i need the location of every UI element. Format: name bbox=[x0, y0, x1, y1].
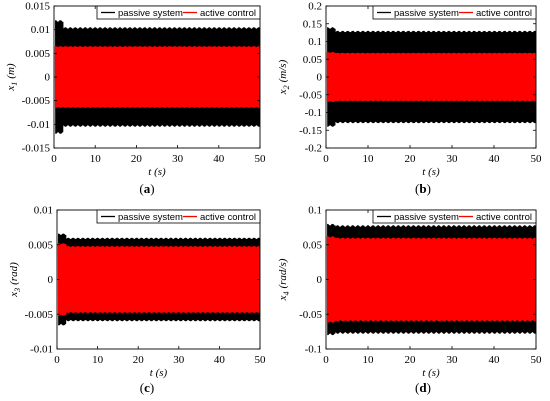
legend-entry: active control bbox=[476, 8, 532, 19]
x-tick-label: 20 bbox=[131, 153, 143, 165]
x-axis-label: t (s) bbox=[422, 367, 440, 379]
y-tick-label: 0 bbox=[317, 274, 323, 286]
y-tick-label: 0.1 bbox=[308, 36, 322, 48]
x-tick-label: 20 bbox=[133, 354, 145, 366]
y-axis-label: x4(rad/s) bbox=[277, 258, 291, 301]
series-line-active-control bbox=[326, 236, 536, 323]
y-tick-label: 0.005 bbox=[28, 239, 53, 251]
x-tick-label: 50 bbox=[531, 354, 543, 366]
chart-panel-2: 0 10 20 30 40 50 0.2 0.15 0.1 0.05 0 -0.05 -0.1 -0.15… bbox=[277, 1, 542, 197]
legend-entry: passive system bbox=[394, 8, 459, 19]
series-line-active-control bbox=[57, 243, 260, 316]
y-tick-label: -0.015 bbox=[22, 143, 51, 155]
x-axis-label: t (s) bbox=[148, 166, 166, 178]
legend-entry: active control bbox=[200, 212, 256, 223]
x-tick-label: 0 bbox=[54, 354, 60, 366]
y-tick-label: 0.05 bbox=[303, 54, 323, 66]
x-tick-label: 30 bbox=[447, 354, 459, 366]
legend-entry: active control bbox=[200, 8, 256, 19]
y-axis-label: x1(m) bbox=[5, 63, 19, 91]
x-axis-label: t (s) bbox=[422, 166, 440, 178]
x-tick-label: 0 bbox=[323, 153, 329, 165]
legend-entry: active control bbox=[476, 212, 532, 223]
y-tick-label: -0.01 bbox=[30, 344, 53, 356]
x-tick-label: 10 bbox=[90, 153, 102, 165]
x-tick-label: 50 bbox=[531, 153, 543, 165]
x-tick-label: 0 bbox=[51, 153, 57, 165]
x-tick-label: 30 bbox=[173, 354, 185, 366]
x-tick-label: 10 bbox=[92, 354, 104, 366]
y-tick-label: 0.1 bbox=[308, 205, 322, 217]
y-tick-label: -0.005 bbox=[22, 95, 51, 107]
x-tick-label: 50 bbox=[255, 153, 267, 165]
y-tick-label: 0 bbox=[48, 274, 54, 286]
legend-entry: passive system bbox=[118, 212, 183, 223]
panel-label: (c) bbox=[140, 380, 154, 395]
y-tick-label: -0.05 bbox=[299, 89, 322, 101]
legend: passive system active control bbox=[372, 5, 537, 20]
y-tick-label: -0.1 bbox=[305, 344, 322, 356]
x-tick-label: 30 bbox=[172, 153, 184, 165]
chart-panel-3: 0 10 20 30 40 50 0.01 0.005 0 -0.005 -0.01 t (s) x3(… bbox=[8, 205, 266, 396]
panel-label: (a) bbox=[139, 181, 154, 196]
panel-label: (d) bbox=[415, 380, 431, 395]
x-tick-label: 40 bbox=[213, 153, 225, 165]
y-tick-label: -0.1 bbox=[305, 107, 322, 119]
legend-entry: passive system bbox=[118, 8, 183, 19]
legend-entry: passive system bbox=[394, 212, 459, 223]
x-tick-label: 40 bbox=[489, 153, 501, 165]
y-axis-label: x3(rad) bbox=[8, 262, 22, 298]
series-line-active-control bbox=[326, 52, 536, 102]
x-tick-label: 0 bbox=[323, 354, 329, 366]
x-tick-label: 40 bbox=[489, 354, 501, 366]
panel-label: (b) bbox=[415, 181, 431, 196]
y-tick-label: -0.01 bbox=[27, 119, 50, 131]
legend: passive system active control bbox=[96, 5, 261, 20]
y-tick-label: 0 bbox=[45, 72, 51, 84]
y-tick-label: 0.01 bbox=[34, 205, 53, 217]
x-axis-label: t (s) bbox=[150, 367, 168, 379]
x-tick-label: 50 bbox=[255, 354, 267, 366]
y-tick-label: -0.2 bbox=[305, 143, 322, 155]
y-axis-label: x2(m/s) bbox=[277, 59, 291, 95]
x-tick-label: 40 bbox=[214, 354, 226, 366]
y-tick-label: -0.005 bbox=[25, 309, 54, 321]
x-tick-label: 20 bbox=[405, 354, 417, 366]
y-tick-label: 0 bbox=[317, 72, 323, 84]
y-tick-label: -0.05 bbox=[299, 309, 322, 321]
y-tick-label: 0.01 bbox=[31, 24, 50, 36]
y-tick-label: 0.005 bbox=[25, 48, 50, 60]
y-tick-label: 0.015 bbox=[25, 1, 50, 13]
legend: passive system active control bbox=[96, 209, 261, 224]
chart-panel-4: 0 10 20 30 40 50 0.1 0.05 0 -0.05 -0.1 t (s) x4(rad/… bbox=[277, 205, 542, 396]
series-line-active-control bbox=[54, 46, 260, 108]
y-tick-label: 0.15 bbox=[303, 18, 323, 30]
y-tick-label: -0.15 bbox=[299, 125, 322, 137]
x-tick-label: 10 bbox=[363, 354, 375, 366]
x-tick-label: 30 bbox=[447, 153, 459, 165]
chart-panel-1: 0 10 20 30 40 50 0.015 0.01 0.005 0 -0.005 -0.01 -0.… bbox=[5, 1, 266, 197]
y-tick-label: 0.05 bbox=[303, 239, 323, 251]
legend: passive system active control bbox=[372, 209, 537, 224]
x-tick-label: 20 bbox=[405, 153, 417, 165]
y-tick-label: 0.2 bbox=[308, 1, 322, 13]
x-tick-label: 10 bbox=[363, 153, 375, 165]
